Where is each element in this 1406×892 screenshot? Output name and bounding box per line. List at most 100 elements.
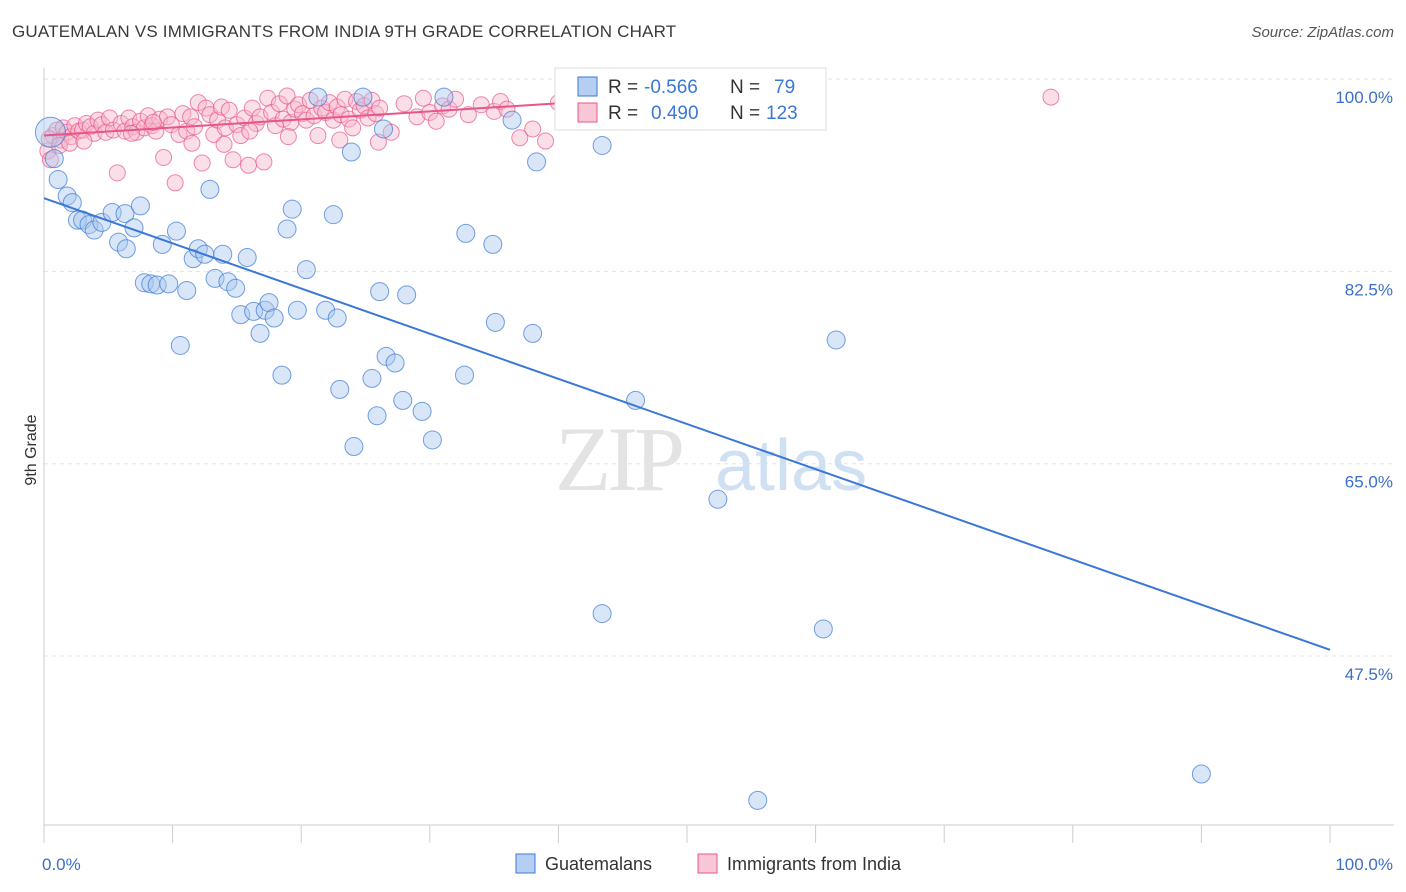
point-india-102 — [511, 129, 529, 147]
bottom-legend-swatch-pink — [697, 853, 718, 874]
point-india-53 — [239, 156, 257, 174]
axes: 47.5% 65.0% 82.5% 100.0% 0.0% 100.0% — [42, 68, 1394, 874]
watermark-atlas: atlas — [715, 426, 867, 506]
bottom-legend-guatemalans: Guatemalans — [545, 854, 652, 874]
point-india-79 — [340, 110, 358, 128]
point-guatemalans-49 — [341, 142, 361, 162]
point-guatemalans-55 — [374, 119, 394, 139]
point-guatemalans-66 — [485, 312, 505, 332]
point-india-117 — [61, 134, 79, 152]
point-india-121 — [183, 134, 201, 152]
point-india-118 — [75, 132, 93, 150]
point-india-80 — [344, 119, 362, 137]
point-india-119 — [122, 124, 140, 142]
y-tick-label-1: 65.0% — [1345, 473, 1393, 492]
point-india-114 — [1042, 88, 1060, 106]
point-guatemalans-69 — [527, 152, 547, 172]
point-guatemalans-76 — [826, 330, 846, 350]
point-guatemalans-39 — [272, 365, 292, 385]
point-guatemalans-0 — [34, 116, 66, 148]
point-guatemalans-30 — [218, 272, 238, 292]
point-guatemalans-22 — [170, 335, 190, 355]
point-guatemalans-53 — [367, 406, 387, 426]
point-india-101 — [498, 100, 516, 118]
point-guatemalans-61 — [422, 430, 442, 450]
point-guatemalans-5 — [67, 210, 87, 230]
point-india-91 — [414, 89, 432, 107]
x-tick-label-1: 100.0% — [1335, 855, 1393, 874]
point-guatemalans-71 — [592, 604, 612, 624]
legend-r-value-2: 0.490 — [651, 103, 699, 124]
point-guatemalans-23 — [177, 280, 197, 300]
point-guatemalans-65 — [483, 234, 503, 254]
point-guatemalans-68 — [523, 323, 543, 343]
point-india-49 — [224, 151, 242, 169]
trend-line-guatemalans — [43, 197, 1331, 651]
legend-n-value-1: 79 — [774, 77, 795, 98]
point-guatemalans-33 — [237, 248, 257, 268]
point-india-103 — [524, 120, 542, 138]
point-guatemalans-44 — [308, 87, 328, 107]
legend-swatch-pink — [577, 102, 598, 123]
point-india-96 — [447, 90, 465, 108]
legend-n-label-2: N = — [730, 103, 760, 124]
bottom-legend: Guatemalans Immigrants from India — [515, 853, 902, 874]
trend-lines — [43, 98, 1331, 651]
point-guatemalans-59 — [397, 285, 417, 305]
point-guatemalans-2 — [48, 170, 68, 190]
point-india-104 — [537, 132, 555, 150]
legend-swatch-blue — [577, 76, 598, 97]
point-guatemalans-60 — [412, 401, 432, 421]
point-guatemalans-51 — [353, 87, 373, 107]
point-india-24 — [128, 123, 146, 141]
point-india-124 — [279, 128, 297, 146]
point-india-84 — [359, 109, 377, 127]
point-guatemalans-78 — [748, 790, 768, 810]
watermark-zip: ZIP — [555, 408, 682, 510]
point-guatemalans-19 — [152, 234, 172, 254]
legend-n-value-2: 123 — [766, 103, 798, 124]
chart-title: GUATEMALAN VS IMMIGRANTS FROM INDIA 9TH … — [12, 22, 677, 41]
bottom-legend-india: Immigrants from India — [727, 854, 902, 874]
point-guatemalans-41 — [282, 199, 302, 219]
point-guatemalans-67 — [502, 110, 522, 130]
point-guatemalans-40 — [277, 219, 297, 239]
point-india-123 — [241, 122, 259, 140]
y-tick-label-0: 47.5% — [1345, 665, 1393, 684]
point-guatemalans-50 — [344, 437, 364, 457]
point-guatemalans-73 — [708, 489, 728, 509]
legend-r-label-2: R = — [608, 103, 638, 124]
point-guatemalans-27 — [200, 179, 220, 199]
point-guatemalans-13 — [116, 239, 136, 259]
point-guatemalans-21 — [166, 221, 186, 241]
point-guatemalans-70 — [592, 135, 612, 155]
series-immigrants-from-india — [39, 87, 1060, 192]
point-guatemalans-75 — [813, 619, 833, 639]
point-guatemalans-38 — [264, 308, 284, 328]
point-guatemalans-57 — [385, 353, 405, 373]
legend-r-value-1: -0.566 — [644, 77, 698, 98]
point-guatemalans-37 — [259, 293, 279, 313]
series-guatemalans — [34, 87, 1211, 810]
y-tick-label-2: 82.5% — [1345, 280, 1393, 299]
x-tick-label-0: 0.0% — [42, 855, 81, 874]
point-india-34 — [166, 174, 184, 192]
point-guatemalans-3 — [57, 186, 77, 206]
point-guatemalans-58 — [393, 390, 413, 410]
point-guatemalans-31 — [226, 278, 246, 298]
point-india-48 — [220, 101, 238, 119]
legend-n-label-1: N = — [730, 77, 760, 98]
point-india-19 — [108, 164, 126, 182]
point-guatemalans-62 — [434, 87, 454, 107]
point-india-51 — [232, 127, 250, 145]
point-guatemalans-54 — [370, 282, 390, 302]
point-guatemalans-47 — [327, 308, 347, 328]
trend-line-india — [43, 98, 623, 137]
legend-r-label-1: R = — [608, 77, 638, 98]
point-guatemalans-28 — [205, 268, 225, 288]
point-india-87 — [371, 99, 389, 117]
point-india-125 — [331, 131, 349, 149]
y-axis-label: 9th Grade — [23, 414, 40, 485]
point-guatemalans-20 — [159, 274, 179, 294]
